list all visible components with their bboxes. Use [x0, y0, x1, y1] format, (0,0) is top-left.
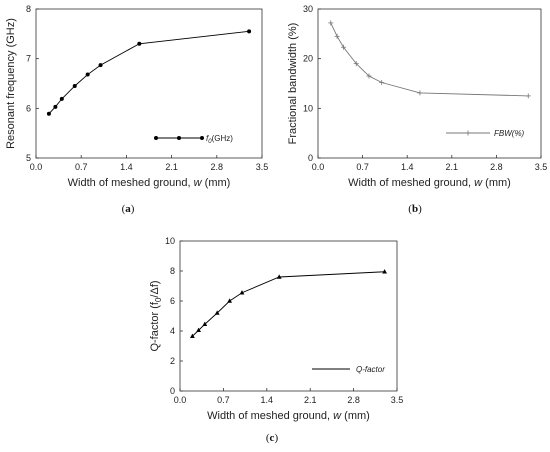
- x-tick-label: 1.4: [120, 162, 133, 172]
- y-tick-label: 4: [170, 326, 175, 336]
- y-tick-label: 0: [170, 386, 175, 396]
- panel-label: (b): [408, 203, 422, 215]
- y-tick-label: 0: [308, 153, 313, 163]
- legend-label: f0(GHz): [206, 134, 233, 145]
- y-axis-title: Resonant frequency (GHz): [5, 18, 17, 149]
- data-point: [202, 321, 208, 327]
- data-point: [72, 83, 77, 88]
- y-tick-label: 8: [170, 266, 175, 276]
- data-point: [200, 136, 204, 140]
- y-tick-label: 5: [26, 153, 31, 163]
- x-tick-label: 0.0: [30, 162, 43, 172]
- y-tick-label: 10: [165, 236, 175, 246]
- data-point: [59, 96, 64, 101]
- plot-frame: [317, 8, 542, 159]
- data-point: [353, 61, 359, 67]
- data-point: [247, 29, 252, 34]
- data-point: [276, 274, 282, 279]
- x-tick-label: 0.0: [312, 162, 325, 172]
- x-axis-title: Width of meshed ground, w (mm): [348, 177, 511, 189]
- x-axis-title: Width of meshed ground, w (mm): [68, 177, 231, 189]
- series-line: [330, 22, 529, 97]
- y-tick-label: 7: [26, 54, 31, 64]
- data-point: [85, 72, 90, 77]
- y-tick-label: 30: [303, 4, 313, 14]
- data-point: [53, 104, 58, 109]
- plot-frame: [35, 8, 263, 159]
- data-point: [417, 90, 423, 96]
- legend-label: Q-factor: [356, 365, 385, 374]
- legend: Q-factor: [312, 365, 385, 374]
- panel-label: (a): [122, 203, 135, 215]
- chart-c: 0.0 0.7 1.4 2.1 2.8 3.5 0 2 4 6 8 10 Width of meshed…: [149, 236, 403, 444]
- x-tick-label: 2.1: [304, 395, 317, 405]
- x-axis-title: Width of meshed ground, w (mm): [207, 410, 370, 422]
- data-point: [334, 33, 340, 39]
- series-line: [48, 30, 250, 115]
- y-tick-label: 10: [303, 103, 313, 113]
- x-tick-label: 3.5: [256, 162, 269, 172]
- data-point: [190, 333, 195, 339]
- x-tick-label: 1.4: [261, 395, 274, 405]
- data-point: [525, 93, 531, 99]
- data-point: [137, 41, 142, 46]
- data-point: [366, 73, 372, 79]
- data-point: [177, 136, 181, 140]
- chart-b: 0.0 0.7 1.4 2.1 2.8 3.5 0 10 20 30 Width of meshed…: [287, 4, 547, 215]
- data-point: [379, 80, 385, 86]
- legend: f0(GHz): [154, 134, 233, 145]
- data-point: [239, 290, 245, 295]
- data-point: [46, 111, 51, 116]
- x-tick-label: 0.0: [174, 395, 187, 405]
- series-line: [192, 271, 385, 337]
- y-tick-label: 6: [26, 103, 31, 113]
- x-tick-label: 0.7: [75, 162, 88, 172]
- x-tick-label: 2.1: [165, 162, 178, 172]
- data-point: [98, 63, 103, 68]
- x-tick-label: 3.5: [535, 162, 548, 172]
- y-tick-label: 2: [170, 356, 175, 366]
- data-point: [382, 269, 387, 274]
- x-tick-label: 2.8: [211, 162, 224, 172]
- y-tick-label: 8: [26, 4, 31, 14]
- data-point: [154, 136, 158, 140]
- y-tick-label: 20: [303, 54, 313, 64]
- legend-label: FBW(%): [494, 129, 525, 138]
- y-axis-title: Q-factor (f0/Δf): [149, 280, 163, 351]
- x-tick-label: 0.7: [356, 162, 369, 172]
- y-tick-label: 6: [170, 296, 175, 306]
- chart-a: 0.0 0.7 1.4 2.1 2.8 3.5 5 6 7 8 Width of meshed gr…: [5, 4, 268, 215]
- data-point: [465, 130, 471, 136]
- x-tick-label: 3.5: [391, 395, 404, 405]
- data-point: [328, 20, 334, 26]
- x-tick-label: 2.8: [347, 395, 360, 405]
- plot-frame: [179, 240, 398, 392]
- legend: FBW(%): [446, 129, 525, 138]
- x-tick-label: 0.7: [217, 395, 230, 405]
- x-tick-label: 1.4: [401, 162, 414, 172]
- panel-label: (c): [266, 432, 279, 444]
- data-point: [340, 44, 346, 50]
- data-point: [196, 327, 201, 333]
- data-point: [227, 298, 232, 303]
- x-tick-label: 2.1: [446, 162, 459, 172]
- x-tick-label: 2.8: [490, 162, 503, 172]
- y-axis-title: Fractional bandwidth (%): [287, 23, 299, 145]
- data-point: [214, 310, 220, 315]
